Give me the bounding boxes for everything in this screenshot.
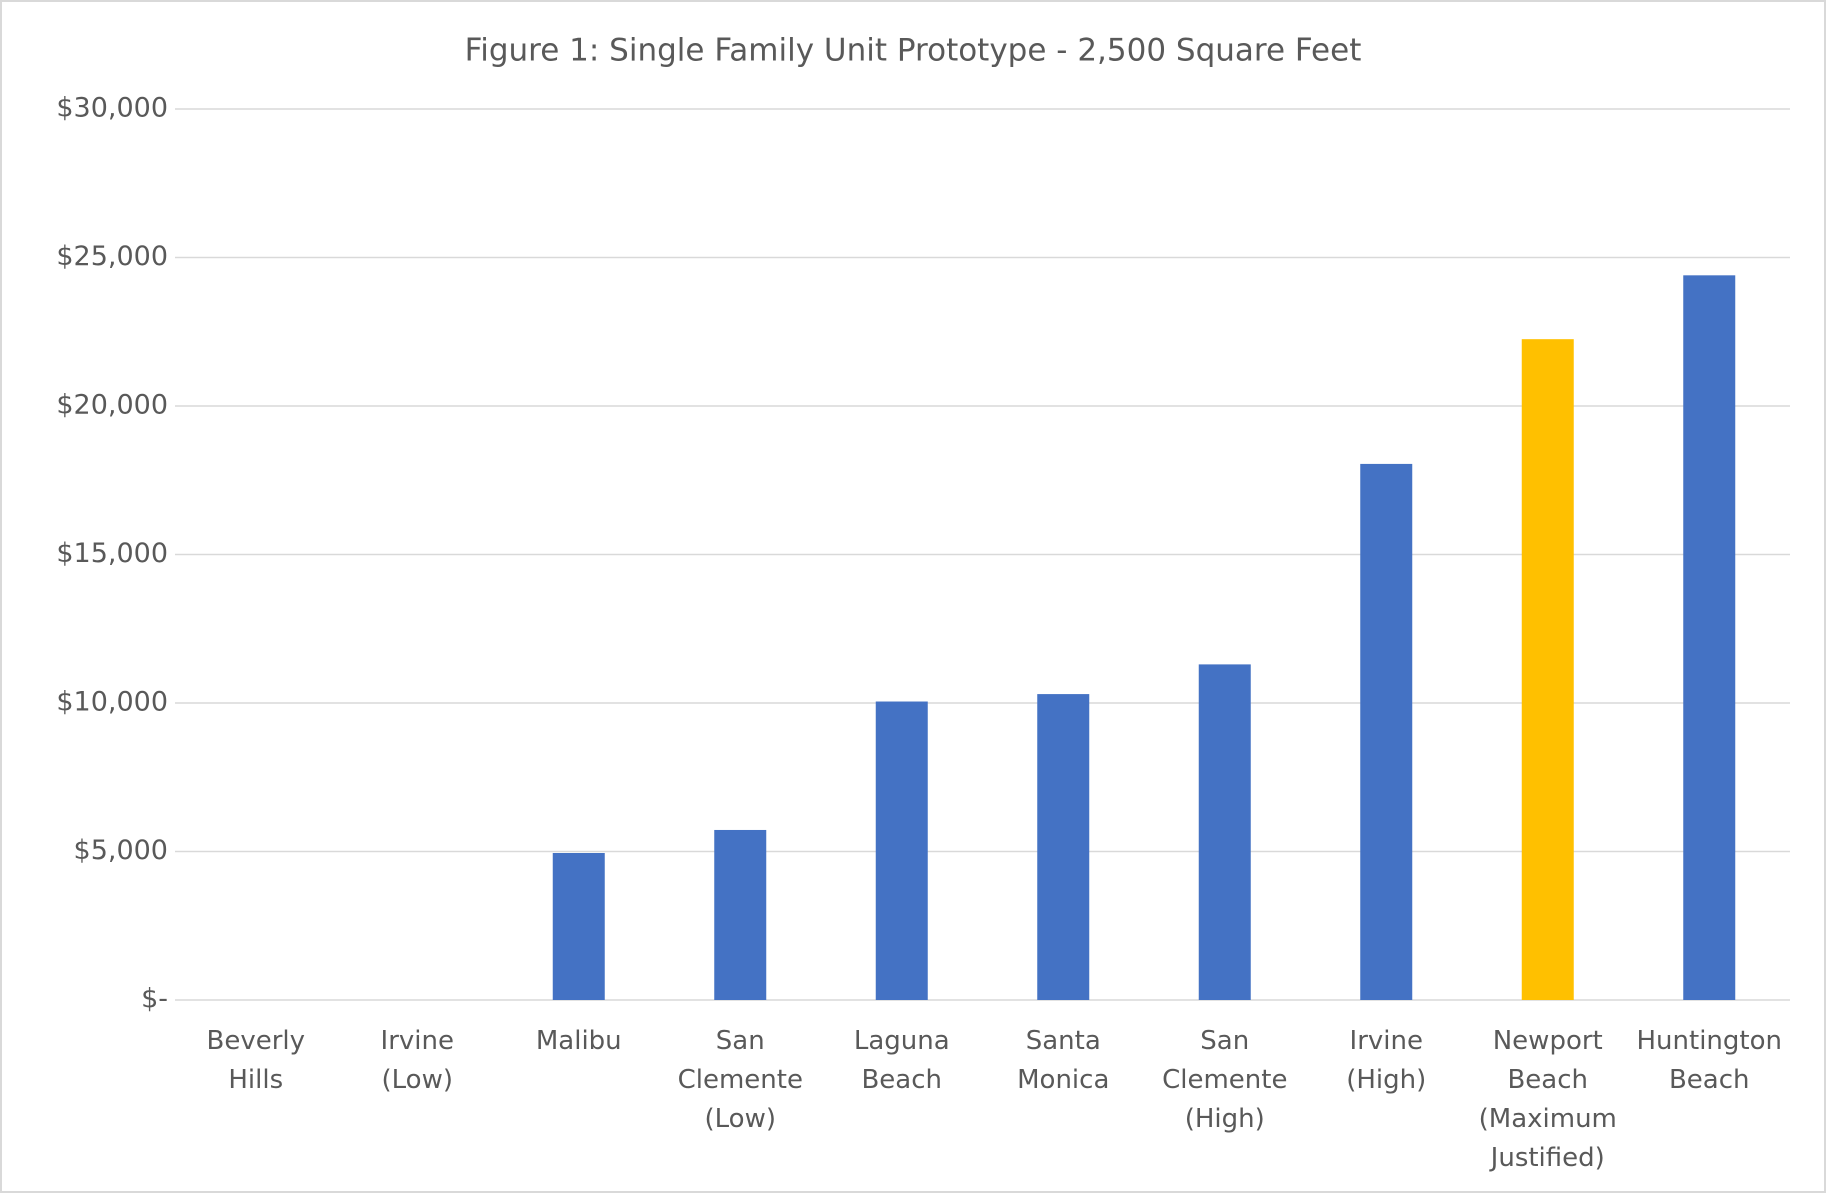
bar <box>552 852 605 1000</box>
x-tick-label: San Clemente (Low) <box>677 1026 803 1134</box>
bar <box>1198 664 1251 1000</box>
y-tick-label: $- <box>141 984 168 1015</box>
chart-title: Figure 1: Single Family Unit Prototype -… <box>465 33 1362 69</box>
bar <box>1360 463 1413 1000</box>
x-tick-label: Huntington Beach <box>1636 1026 1783 1095</box>
bar <box>1037 694 1090 1000</box>
y-tick-label: $15,000 <box>56 538 168 569</box>
bar <box>714 829 767 1000</box>
x-tick-label: Irvine (High) <box>1346 1026 1427 1095</box>
y-tick-label: $20,000 <box>56 390 168 421</box>
x-tick-label: San Clemente (High) <box>1162 1026 1288 1134</box>
x-tick-label: Malibu <box>535 1026 622 1056</box>
y-tick-label: $25,000 <box>56 241 168 272</box>
bar <box>1521 339 1574 1000</box>
bar <box>875 701 928 1000</box>
x-tick-label: Laguna Beach <box>853 1026 950 1095</box>
bar <box>1683 275 1736 1000</box>
y-tick-label: $5,000 <box>74 835 168 866</box>
y-tick-label: $10,000 <box>56 687 168 718</box>
x-tick-label: Irvine (Low) <box>380 1026 454 1095</box>
x-tick-label: Newport Beach (Maximum Justified) <box>1478 1026 1617 1173</box>
x-tick-label: Beverly Hills <box>206 1026 306 1095</box>
y-tick-label: $30,000 <box>56 93 168 124</box>
x-tick-label: Santa Monica <box>1017 1026 1110 1095</box>
